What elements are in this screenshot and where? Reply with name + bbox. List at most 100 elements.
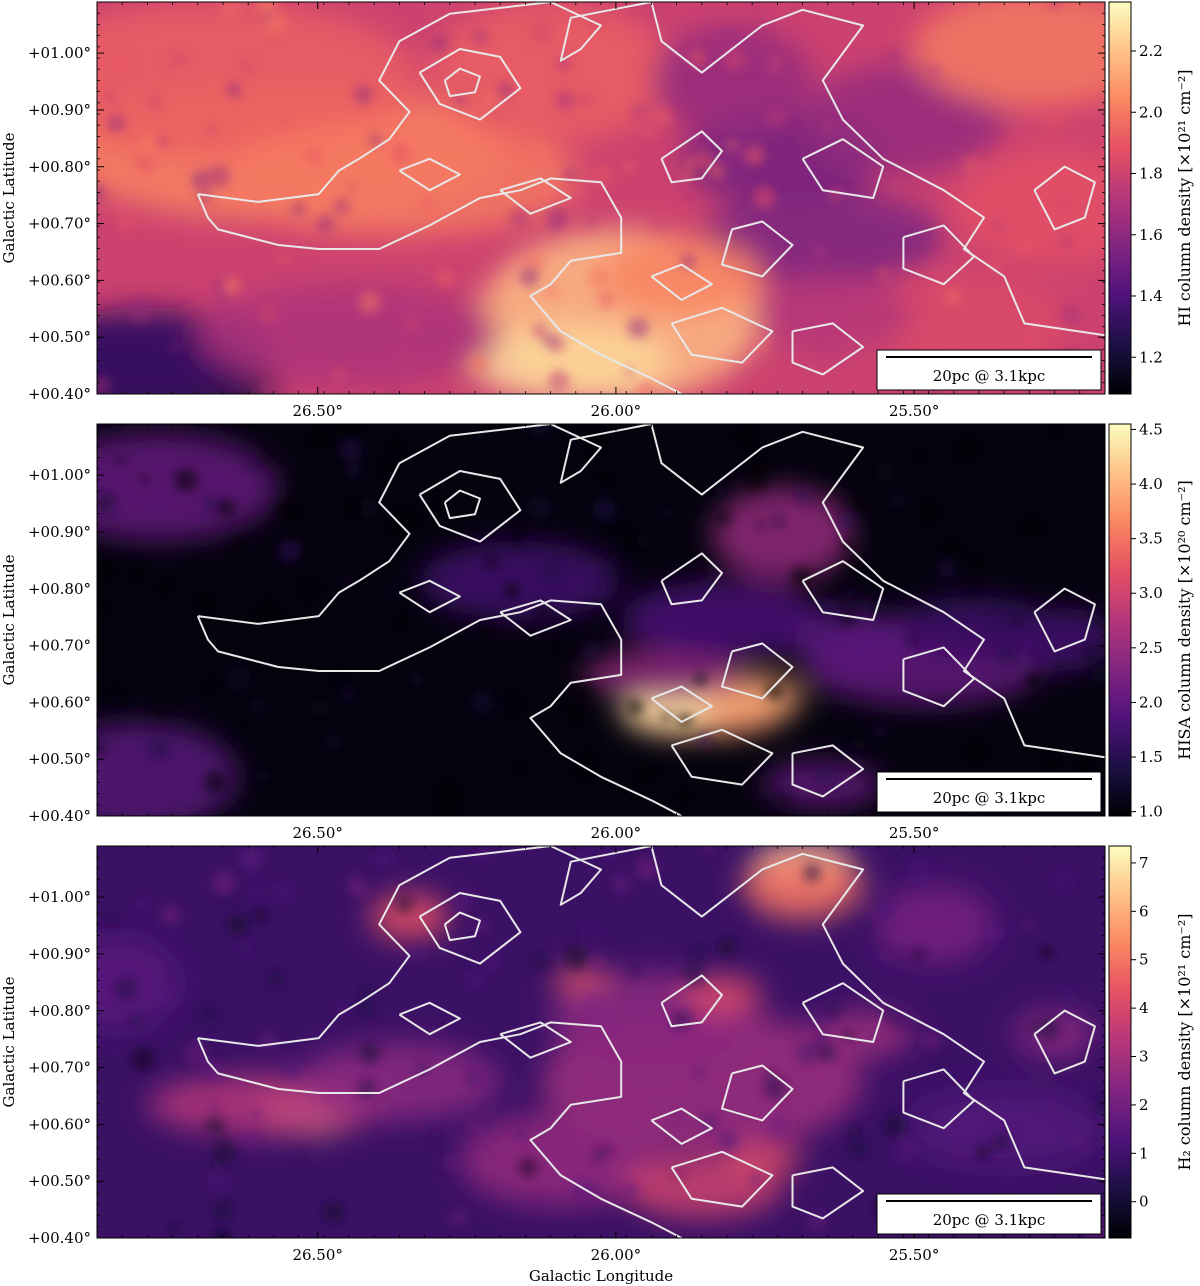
noise-speckle <box>1022 516 1043 536</box>
noise-speckle <box>376 849 394 867</box>
y-tick-label: +00.80° <box>28 158 91 176</box>
noise-speckle <box>140 474 150 484</box>
noise-speckle <box>353 84 374 105</box>
noise-speckle <box>599 1145 612 1157</box>
colorbar-tick-label: 2.5 <box>1139 639 1163 657</box>
contour-overlay <box>196 424 1105 816</box>
noise-speckle <box>983 923 1002 942</box>
noise-speckle <box>425 8 435 18</box>
noise-speckle <box>912 450 925 463</box>
noise-speckle <box>968 552 984 569</box>
contour-line <box>398 579 461 614</box>
intensity-blob <box>913 2 1105 108</box>
noise-speckle <box>106 913 119 926</box>
noise-speckle <box>744 467 768 491</box>
noise-speckle <box>1028 647 1039 658</box>
noise-speckle <box>555 90 576 111</box>
noise-speckle <box>851 496 868 513</box>
noise-speckle <box>852 735 867 750</box>
scalebar: 20pc @ 3.1kpc <box>876 349 1102 391</box>
noise-speckle <box>249 881 267 900</box>
intensity-blob <box>97 2 420 159</box>
noise-speckle <box>451 892 472 913</box>
y-tick-label: +00.70° <box>28 637 91 655</box>
y-tick-label: +00.70° <box>28 215 91 233</box>
noise-speckle <box>874 902 895 923</box>
noise-speckle <box>703 846 714 853</box>
contour-line <box>902 646 975 708</box>
noise-speckle <box>529 951 551 974</box>
y-tick-label: +01.00° <box>28 466 91 484</box>
contour-line <box>1033 587 1096 653</box>
contour-line <box>660 552 723 606</box>
noise-speckle <box>519 266 540 287</box>
noise-speckle <box>160 905 181 925</box>
noise-speckle <box>152 986 177 1010</box>
noise-speckle <box>717 937 737 956</box>
noise-speckle <box>887 1065 896 1074</box>
noise-speckle <box>674 1113 684 1123</box>
noise-speckle <box>593 498 616 521</box>
noise-speckle <box>837 511 855 529</box>
noise-speckle <box>976 1145 991 1160</box>
y-tick-label: +00.60° <box>28 1115 91 1133</box>
noise-speckle <box>438 784 448 794</box>
noise-speckle <box>555 55 572 72</box>
noise-speckle <box>766 107 787 129</box>
noise-speckle <box>716 510 731 526</box>
panel-hi: +00.40° +00.50° +00.60° +00.70° +00.80° +00.9… <box>0 1 1194 420</box>
noise-speckle <box>588 267 609 288</box>
noise-speckle <box>273 882 293 901</box>
noise-speckle <box>347 183 358 193</box>
intensity-blob <box>792 608 914 671</box>
noise-speckle <box>661 506 672 518</box>
noise-speckle <box>1050 428 1063 441</box>
noise-speckle <box>537 1193 546 1202</box>
contour-line <box>721 642 794 700</box>
noise-speckle <box>952 1150 961 1159</box>
noise-speckle <box>205 125 216 136</box>
y-tick-label: +00.50° <box>28 1172 91 1190</box>
noise-speckle <box>212 1158 222 1168</box>
noise-speckle <box>439 794 460 814</box>
y-tick-label: +00.40° <box>28 1229 91 1247</box>
noise-speckle <box>624 162 635 173</box>
noise-speckle <box>411 673 424 686</box>
noise-speckle <box>212 1227 231 1238</box>
noise-speckle <box>191 169 212 190</box>
noise-speckle <box>105 93 116 104</box>
noise-speckle <box>1039 945 1055 960</box>
noise-speckle <box>551 638 567 653</box>
colorbar-tick-label: 5 <box>1139 951 1149 969</box>
noise-speckle <box>579 849 589 859</box>
noise-speckle <box>583 751 598 766</box>
colorbar-tick-label: 1 <box>1139 1144 1149 1162</box>
noise-speckle <box>316 214 335 233</box>
contour-line <box>196 599 683 816</box>
y-tick-label: +00.90° <box>28 523 91 541</box>
noise-speckle <box>347 464 360 478</box>
noise-speckle <box>361 372 370 381</box>
noise-speckle <box>503 582 520 599</box>
noise-speckle <box>901 158 911 169</box>
noise-speckle <box>239 941 254 955</box>
colorbar: 1.0 1.5 2.0 2.5 3.0 3.5 4.0 4.5 HISA column den… <box>1108 420 1194 821</box>
colorbar-tick-label: 2.0 <box>1139 103 1163 121</box>
noise-speckle <box>515 762 527 774</box>
contour-line <box>660 974 723 1028</box>
intensity-blob <box>97 721 239 816</box>
contour-line <box>670 728 774 786</box>
noise-speckle <box>753 186 776 209</box>
noise-speckle <box>333 198 351 216</box>
noise-speckle <box>422 197 433 207</box>
noise-speckle <box>631 104 645 119</box>
intensity-blob <box>651 25 813 136</box>
noise-speckle <box>1072 1133 1091 1153</box>
noise-speckle <box>131 1047 156 1072</box>
noise-speckle <box>404 314 420 330</box>
contour-line <box>660 130 723 184</box>
noise-speckle <box>128 298 153 323</box>
noise-speckle <box>254 2 277 14</box>
colorbar: 0 1 2 3 4 5 6 7 H₂ column density [×10²¹ cm⁻²] <box>1108 845 1194 1239</box>
x-axis-title: Galactic Longitude <box>529 1267 673 1285</box>
